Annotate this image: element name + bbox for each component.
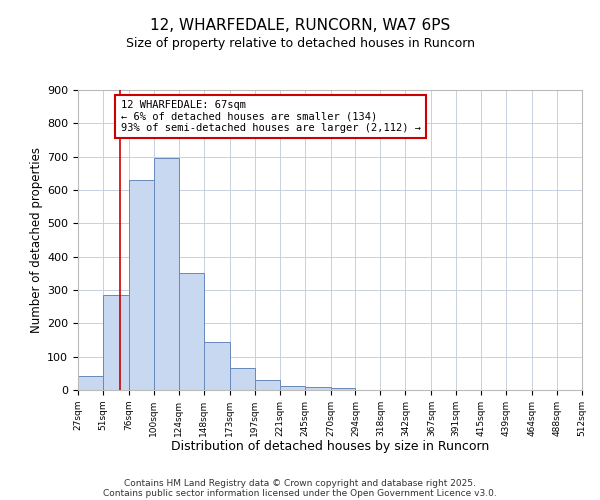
Bar [129,180,154,390]
Text: 12 WHARFEDALE: 67sqm
← 6% of detached houses are smaller (134)
93% of semi-detac: 12 WHARFEDALE: 67sqm ← 6% of detached ho… [121,100,421,133]
Bar [280,386,305,390]
Text: Contains HM Land Registry data © Crown copyright and database right 2025.: Contains HM Land Registry data © Crown c… [124,478,476,488]
Text: 12, WHARFEDALE, RUNCORN, WA7 6PS: 12, WHARFEDALE, RUNCORN, WA7 6PS [150,18,450,32]
Bar [103,295,129,390]
Bar [305,386,331,390]
X-axis label: Distribution of detached houses by size in Runcorn: Distribution of detached houses by size … [171,440,489,454]
Bar [331,388,355,390]
Bar [179,274,204,390]
Bar [204,342,230,390]
Y-axis label: Number of detached properties: Number of detached properties [30,147,43,333]
Bar [154,158,179,390]
Text: Size of property relative to detached houses in Runcorn: Size of property relative to detached ho… [125,38,475,51]
Bar [230,368,254,390]
Bar [78,376,103,390]
Text: Contains public sector information licensed under the Open Government Licence v3: Contains public sector information licen… [103,488,497,498]
Bar [254,380,280,390]
